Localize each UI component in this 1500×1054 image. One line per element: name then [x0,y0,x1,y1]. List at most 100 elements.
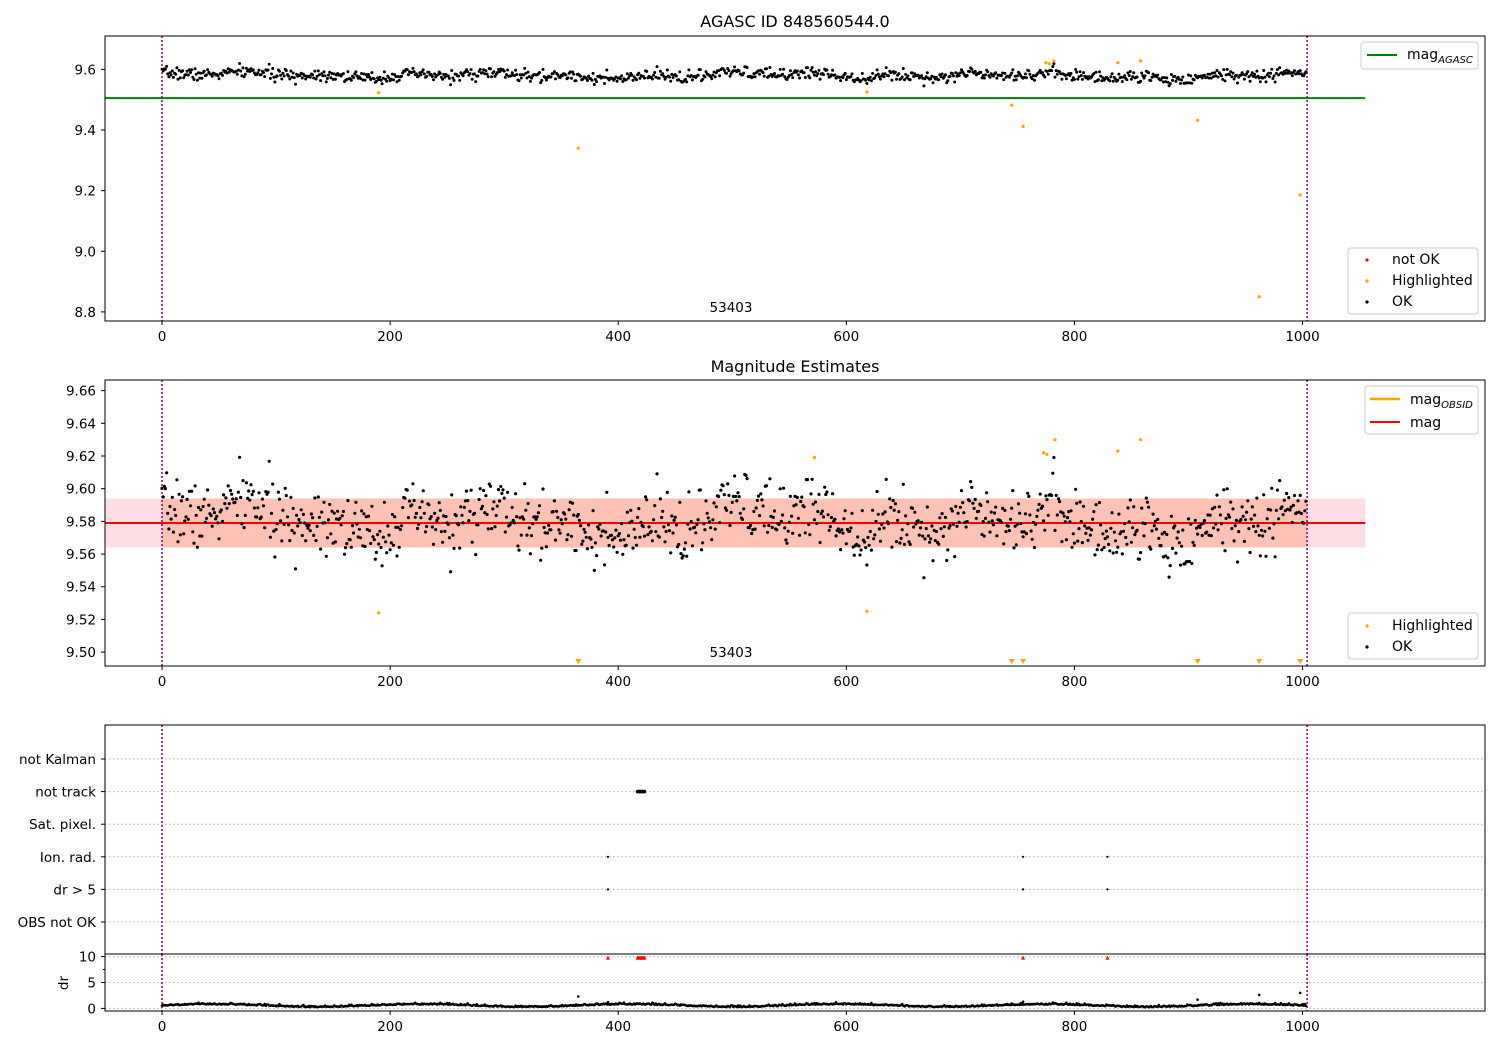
ok-point [280,539,284,543]
ok-point [962,511,966,515]
highlighted-point [1116,61,1120,65]
ok-point [419,516,423,520]
flag-point [1106,855,1109,858]
ok-point [1297,510,1301,514]
ok-point [843,71,847,75]
dr-plot-area [105,954,1485,1011]
ok-point [695,522,699,527]
ok-point [267,62,271,66]
ok-point [449,570,453,574]
ok-point [1055,72,1059,76]
ok-point [1189,74,1193,78]
ok-point [1002,542,1006,546]
ok-point [570,76,573,80]
ok-point [621,552,625,556]
ok-point [1040,504,1045,508]
ok-point [910,506,915,510]
ok-point [495,71,499,75]
ok-point [545,531,550,535]
ok-point [235,513,239,518]
ok-point [173,507,177,512]
x-tick-label: 0 [158,674,167,690]
ok-point [304,77,308,81]
ok-point [231,497,235,501]
ok-point [464,489,469,493]
ok-point [652,73,656,77]
ok-point [871,508,875,512]
ok-point [1128,70,1132,73]
ok-point [1006,524,1010,528]
dr-point [302,1003,305,1007]
ok-point [637,71,641,75]
ok-point [1200,533,1204,538]
ok-point [450,69,454,72]
ok-point [990,519,994,523]
ok-point [717,69,721,73]
legend-highlighted-label: Highlighted [1392,273,1473,289]
ok-point [517,79,521,83]
ok-point [433,511,437,515]
ok-point [505,73,508,77]
ok-point [693,525,697,529]
ok-point [1224,73,1228,77]
x-tick-label: 400 [605,674,631,690]
ok-point [627,76,630,80]
ok-point [298,521,302,525]
ok-point [702,522,706,526]
ok-point [1015,522,1020,526]
ok-point [268,76,272,80]
ok-point [191,530,195,534]
ok-point [1233,524,1237,528]
ok-point [607,543,611,548]
ok-point [601,75,605,79]
ok-point [1066,516,1070,520]
agasc-obsid-label: 53403 [710,300,753,316]
ok-point [958,71,962,75]
ok-point [593,77,597,81]
y-tick-label: 9.2 [75,184,96,200]
ok-point [701,541,705,545]
ok-point [1162,530,1167,535]
ok-point [796,516,801,520]
ok-point [439,530,443,534]
ok-point [728,523,732,528]
ok-point [729,510,733,514]
ok-point [1191,540,1195,545]
ok-point [512,521,517,525]
ok-point [617,532,622,536]
ok-point [904,514,908,518]
ok-point [1264,80,1268,84]
x-tick-label: 1000 [1285,674,1319,690]
below-range-marker [1008,659,1015,664]
ok-point [1274,508,1278,512]
y-tick-label: 9.64 [66,416,96,432]
ok-point [462,505,466,509]
ok-point [706,516,710,520]
ok-point [1174,551,1178,555]
ok-point [390,72,394,76]
ok-point [1212,526,1216,530]
ok-point [1010,506,1014,510]
ok-point [185,497,189,501]
ok-point [1092,510,1096,514]
ok-point [778,487,782,491]
ok-point [609,533,614,537]
ok-point [496,488,501,492]
ok-point [625,72,629,76]
dr-outlier-point [1298,991,1302,995]
ok-point [988,75,992,79]
ok-point [886,522,891,526]
ok-point [328,70,332,74]
ok-point [1077,75,1081,79]
ok-point [192,78,196,81]
highlighted-point [865,609,869,613]
ok-point [821,515,826,519]
ok-point [730,500,734,504]
ok-point [306,526,310,530]
ok-point [289,69,293,73]
ok-point [322,70,326,74]
ok-point [479,507,483,511]
ok-point [174,72,178,76]
ok-point [711,73,715,77]
ok-point [689,74,693,77]
